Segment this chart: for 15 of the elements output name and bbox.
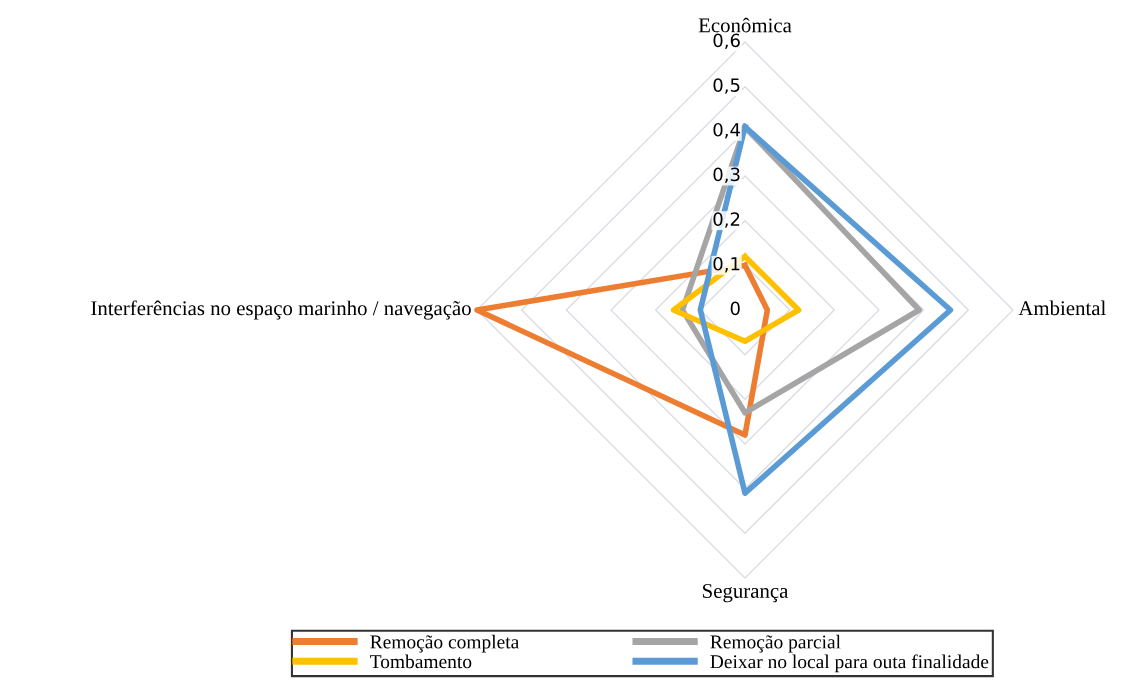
- legend-label: Remoção completa: [370, 634, 519, 653]
- y-tick-label: 0,5: [713, 78, 740, 94]
- y-tick-label: 0,3: [713, 167, 740, 184]
- y-tick-label: 0,2: [713, 212, 740, 228]
- legend-label: Tombamento: [370, 654, 472, 669]
- legend-label: Remoção parcial: [710, 634, 841, 653]
- spoke-label: Interferências no espaço marinho / navegação: [91, 300, 471, 320]
- spoke-label: Ambiental: [1018, 300, 1106, 316]
- y-tick-label: 0,1: [713, 256, 740, 273]
- y-tick-label: 0,4: [713, 122, 740, 139]
- y-tick-label: 0: [730, 301, 740, 316]
- legend-label: Deixar no local para outa finalidade: [710, 654, 989, 673]
- spoke-label: Segurança: [703, 583, 789, 603]
- spoke-label: Econômica: [698, 17, 792, 33]
- y-tick-label: 0,6: [713, 33, 740, 50]
